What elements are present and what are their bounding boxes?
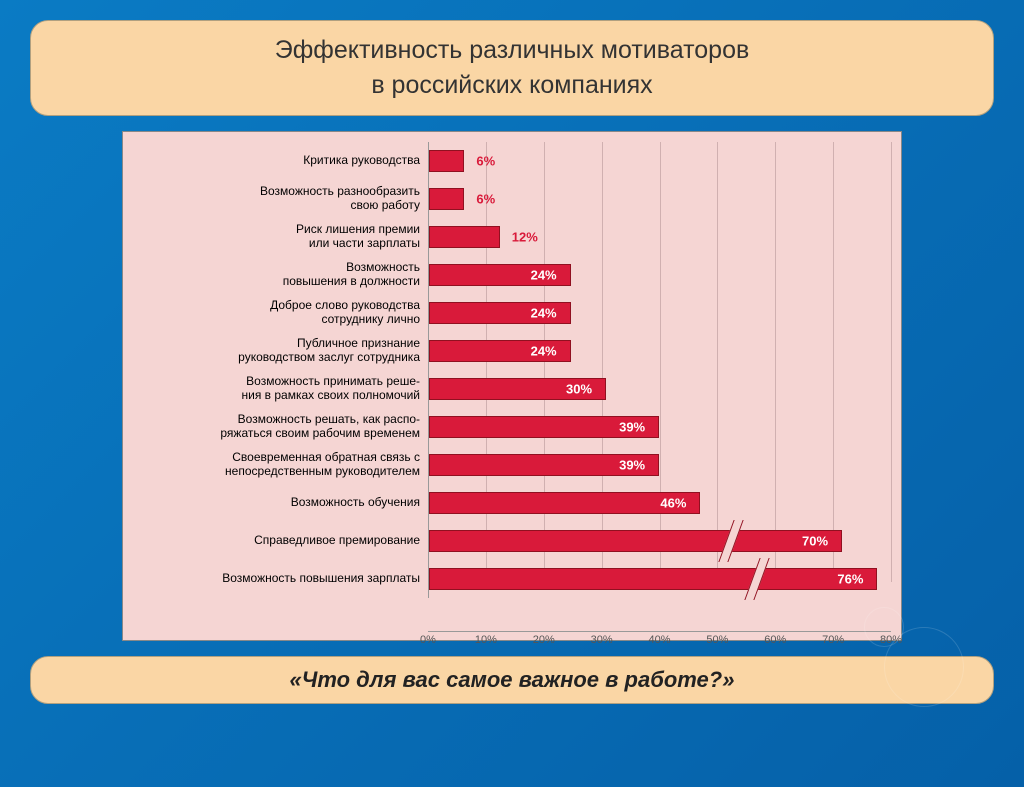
bar-row: Возможность принимать реше-ния в рамках …	[123, 370, 901, 408]
bar-row: Возможностьповышения в должности 24%	[123, 256, 901, 294]
bar-label: Возможностьповышения в должности	[123, 261, 428, 289]
bar-value: 24%	[531, 268, 557, 283]
bar-label: Возможность повышения зарплаты	[123, 572, 428, 586]
footer-text: «Что для вас самое важное в работе?»	[51, 667, 973, 693]
x-tick-label: 30%	[591, 634, 613, 646]
x-tick-label: 20%	[533, 634, 555, 646]
bar-value: 46%	[660, 496, 686, 511]
bar-label: Возможность решать, как распо-ряжаться с…	[123, 413, 428, 441]
bar-label: Риск лишения премииили части зарплаты	[123, 223, 428, 251]
x-tick-label: 60%	[764, 634, 786, 646]
bar-area: 70%	[428, 522, 901, 560]
bar-area: 6%	[428, 180, 901, 218]
bar-value: 39%	[619, 458, 645, 473]
bars-container: Критика руководства6%Возможность разнооб…	[123, 142, 901, 598]
bar-label: Возможность принимать реше-ния в рамках …	[123, 375, 428, 403]
title-box: Эффективность различных мотиваторов в ро…	[30, 20, 994, 116]
bar-label: Возможность обучения	[123, 496, 428, 510]
bar-row: Возможность повышения зарплаты 76%	[123, 560, 901, 598]
chart-container: Критика руководства6%Возможность разнооб…	[122, 131, 902, 641]
bar-label: Возможность разнообразитьсвою работу	[123, 185, 428, 213]
bar-label: Доброе слово руководствасотруднику лично	[123, 299, 428, 327]
bar-area: 12%	[428, 218, 901, 256]
bar	[429, 568, 877, 590]
bar-value: 70%	[802, 534, 828, 549]
bar-value: 12%	[512, 230, 538, 245]
bar-area: 24%	[428, 256, 901, 294]
bar-area: 39%	[428, 408, 901, 446]
bar-value: 76%	[837, 572, 863, 587]
bar-row: Своевременная обратная связь снепосредст…	[123, 446, 901, 484]
deco-circle-icon	[864, 607, 904, 647]
bar-area: 76%	[428, 560, 901, 598]
bar-row: Возможность разнообразитьсвою работу 6%	[123, 180, 901, 218]
bar-area: 6%	[428, 142, 901, 180]
bar-row: Справедливое премирование 70%	[123, 522, 901, 560]
bar-area: 46%	[428, 484, 901, 522]
bar-area: 24%	[428, 332, 901, 370]
footer-box: «Что для вас самое важное в работе?»	[30, 656, 994, 704]
bar-label: Своевременная обратная связь снепосредст…	[123, 451, 428, 479]
bar-row: Возможность решать, как распо-ряжаться с…	[123, 408, 901, 446]
title-line-1: Эффективность различных мотиваторов	[51, 33, 973, 68]
bar-row: Критика руководства 6%	[123, 142, 901, 180]
x-tick-label: 10%	[475, 634, 497, 646]
x-tick-label: 50%	[706, 634, 728, 646]
x-tick-label: 40%	[648, 634, 670, 646]
x-axis: 0%10%20%30%40%50%60%70%80%	[428, 631, 891, 632]
bar-value: 6%	[476, 154, 495, 169]
bar	[429, 530, 842, 552]
x-tick-label: 70%	[822, 634, 844, 646]
bar-label: Справедливое премирование	[123, 534, 428, 548]
bar	[429, 150, 464, 172]
bar-area: 39%	[428, 446, 901, 484]
bar-label: Публичное признаниеруководством заслуг с…	[123, 337, 428, 365]
bar-area: 30%	[428, 370, 901, 408]
bar-row: Публичное признаниеруководством заслуг с…	[123, 332, 901, 370]
bar-area: 24%	[428, 294, 901, 332]
bar-row: Риск лишения премииили части зарплаты 12%	[123, 218, 901, 256]
bar-value: 39%	[619, 420, 645, 435]
bar-label: Критика руководства	[123, 154, 428, 168]
bar	[429, 226, 500, 248]
bar-value: 24%	[531, 306, 557, 321]
x-tick-label: 0%	[420, 634, 436, 646]
bar-row: Доброе слово руководствасотруднику лично…	[123, 294, 901, 332]
bar-value: 24%	[531, 344, 557, 359]
bar-row: Возможность обучения 46%	[123, 484, 901, 522]
title-line-2: в российских компаниях	[51, 68, 973, 103]
bar-value: 6%	[476, 192, 495, 207]
bar	[429, 188, 464, 210]
bar-value: 30%	[566, 382, 592, 397]
